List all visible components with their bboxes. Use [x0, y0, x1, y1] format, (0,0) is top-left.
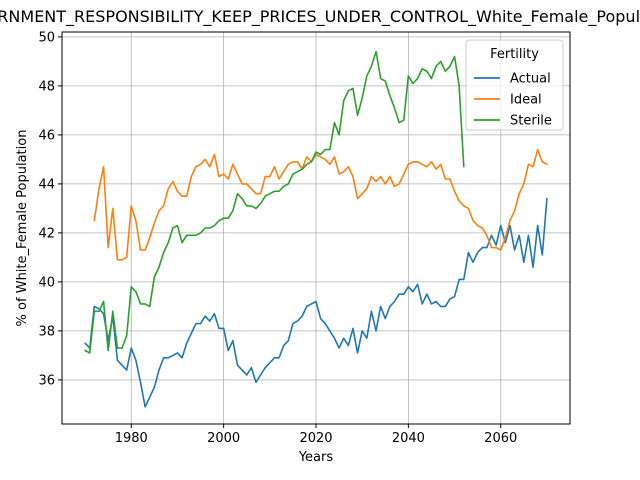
legend-items: Actual Ideal Sterile	[474, 72, 552, 129]
y-tick-label: 46	[38, 128, 55, 143]
axis-ticks: 1980 2000 2020 2040 2060 36 38 40 42 44 46 48 50	[38, 30, 517, 446]
legend-label-actual: Actual	[510, 72, 551, 87]
legend-box	[465, 39, 564, 131]
x-tick-label: 2060	[484, 431, 517, 446]
y-axis-label: % of White_Female Population	[15, 130, 30, 327]
y-tick-label: 48	[38, 79, 55, 94]
y-tick-label: 50	[38, 30, 55, 45]
chart-title: GOVERNMENT_RESPONSIBILITY_KEEP_PRICES_UN…	[0, 7, 640, 27]
x-tick-label: 2020	[299, 431, 332, 446]
legend-label-ideal: Ideal	[510, 93, 542, 108]
legend-label-sterile: Sterile	[510, 114, 552, 129]
series-line-ideal	[93, 148, 548, 261]
y-tick-label: 44	[38, 177, 55, 192]
legend: Fertility Actual Ideal Sterile	[465, 39, 564, 131]
x-axis-label: Years	[298, 450, 334, 465]
x-tick-label: 2000	[207, 431, 240, 446]
legend-title: Fertility	[490, 47, 539, 62]
series-lines	[84, 50, 548, 408]
y-tick-label: 42	[38, 226, 55, 241]
x-tick-label: 2040	[392, 431, 425, 446]
y-tick-label: 40	[38, 275, 55, 290]
y-tick-label: 36	[38, 373, 55, 388]
series-line-sterile	[84, 50, 465, 354]
series-line-actual	[84, 197, 548, 408]
y-tick-label: 38	[38, 324, 55, 339]
x-tick-label: 1980	[115, 431, 148, 446]
